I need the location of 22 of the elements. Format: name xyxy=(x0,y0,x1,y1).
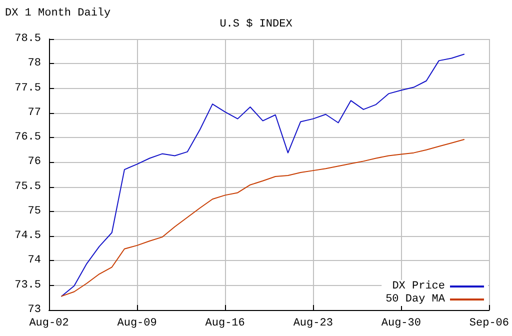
y-tick-label: 75 xyxy=(28,205,41,218)
x-tick-label: Aug-09 xyxy=(117,318,157,330)
y-tick-label: 74 xyxy=(28,254,42,267)
chart-title: U.S $ INDEX xyxy=(220,18,293,30)
y-tick-label: 76 xyxy=(28,156,41,168)
y-tick-label: 78 xyxy=(28,58,41,70)
y-tick-label: 74.5 xyxy=(14,230,41,242)
x-tick-label: Aug-23 xyxy=(293,318,333,330)
legend-label: 50 Day MA xyxy=(386,294,446,306)
y-tick-label: 76.5 xyxy=(14,132,41,144)
chart-subtitle: DX 1 Month Daily xyxy=(5,8,112,20)
x-tick-label: Aug-30 xyxy=(381,318,421,330)
y-tick-label: 77.5 xyxy=(14,82,41,94)
x-tick-label: Sep-06 xyxy=(469,318,509,330)
x-tick-label: Aug-16 xyxy=(205,318,245,330)
y-tick-label: 73 xyxy=(28,304,41,316)
y-tick-label: 73.5 xyxy=(14,279,41,292)
y-tick-label: 77 xyxy=(28,106,41,119)
legend-label: DX Price xyxy=(392,280,445,292)
x-tick-label: Aug-02 xyxy=(29,318,69,330)
y-tick-label: 75.5 xyxy=(14,180,41,193)
y-tick-label: 78.5 xyxy=(14,33,41,45)
